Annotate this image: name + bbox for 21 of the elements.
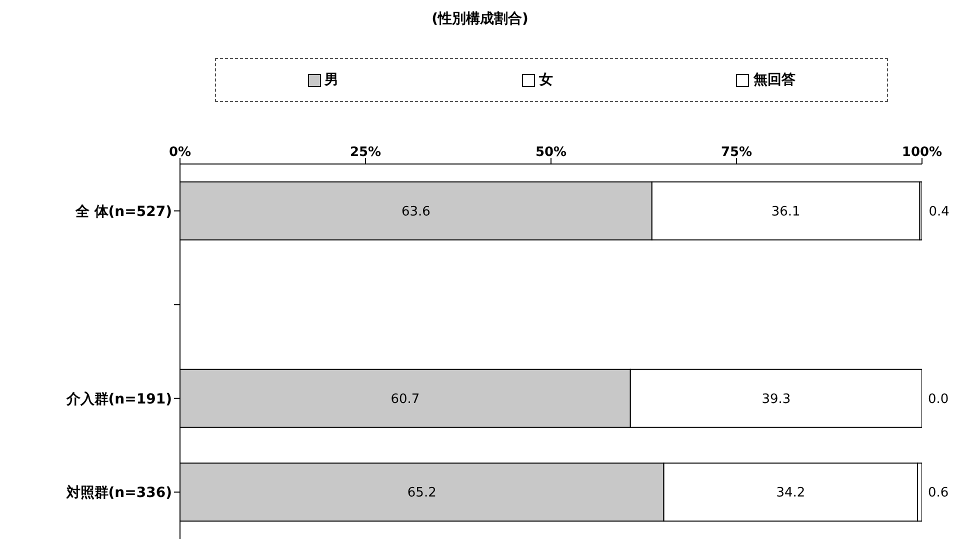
chart-title: (性別構成割合) <box>430 10 530 28</box>
x-tick-label: 75% <box>720 145 752 160</box>
data-label: 65.2 <box>407 486 436 501</box>
data-label: 39.3 <box>762 392 791 407</box>
legend-label: 男 <box>324 71 339 89</box>
x-tick-label: 0% <box>168 145 192 160</box>
y-tick-label: 全 体(n=527) <box>74 204 172 220</box>
data-label: 60.7 <box>390 392 420 407</box>
y-tick-label: 対照群(n=336) <box>65 484 172 502</box>
data-label: 0.4 <box>928 204 950 220</box>
x-tick-label: 50% <box>535 145 567 160</box>
legend-label: 無回答 <box>753 71 796 89</box>
data-label: 0.0 <box>928 392 949 407</box>
data-label: 0.6 <box>928 486 949 501</box>
data-label: 63.6 <box>401 204 430 220</box>
data-label: 36.1 <box>771 204 800 220</box>
data-label: 34.2 <box>776 486 806 501</box>
y-tick-label: 介入群(n=191) <box>65 391 172 408</box>
x-tick-label: 25% <box>350 145 382 160</box>
legend-label: 女 <box>538 71 553 89</box>
x-tick-label: 100% <box>902 145 942 160</box>
